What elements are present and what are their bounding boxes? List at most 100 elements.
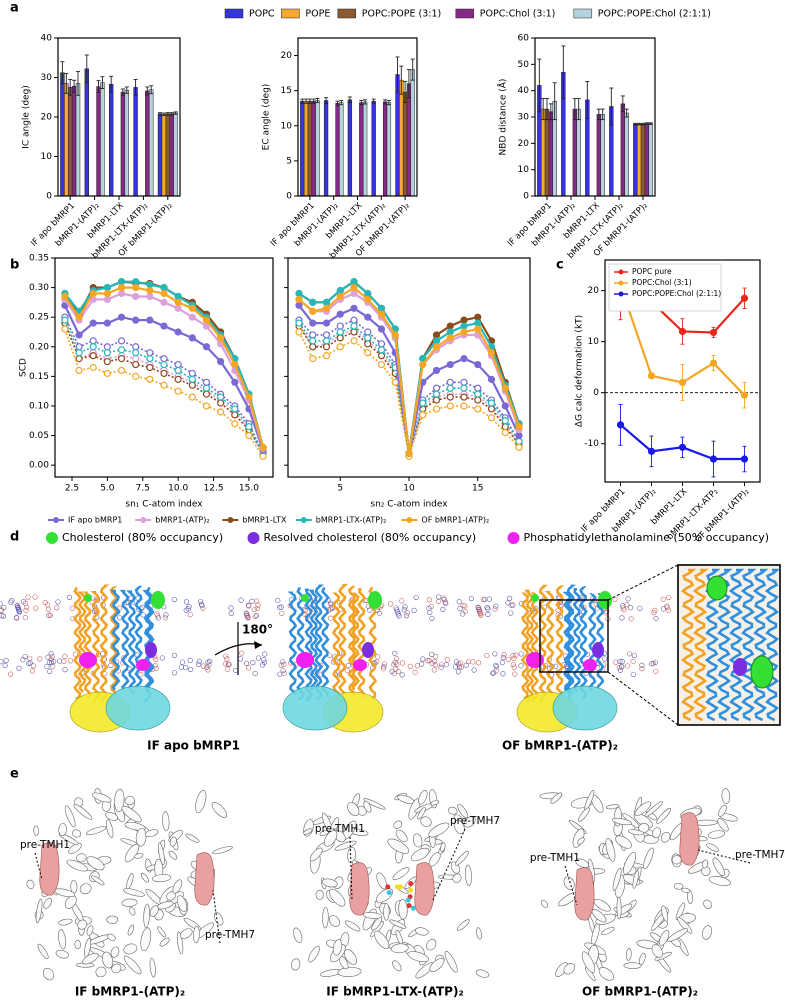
lipid-head: [224, 656, 230, 662]
lipid-head: [67, 658, 74, 664]
ribbon: [212, 846, 233, 855]
ribbon: [111, 963, 122, 974]
lipid-head: [233, 667, 239, 673]
point: [259, 443, 267, 452]
ribbon: [179, 928, 193, 939]
point: [474, 384, 482, 392]
ribbon: [211, 801, 228, 818]
lipid-head: [627, 605, 634, 611]
lipid-head: [403, 613, 410, 619]
ribbon: [363, 798, 386, 810]
ribbon: [383, 903, 390, 921]
ribbon: [332, 939, 343, 956]
plot-frame: [604, 259, 761, 483]
ligand: [385, 884, 391, 890]
ribbon: [652, 827, 662, 839]
lipid-head: [395, 668, 401, 675]
lipid-head: [630, 671, 636, 678]
point: [391, 331, 399, 339]
point: [474, 319, 482, 327]
helix: [109, 586, 119, 703]
lipid-head: [205, 659, 211, 665]
ribbon: [612, 817, 632, 826]
point: [117, 313, 126, 321]
ribbon: [376, 872, 387, 890]
lipid-head: [501, 652, 507, 658]
y-tick-label: 0.05: [29, 431, 49, 441]
ribbon: [426, 938, 437, 951]
y-tick-label: 20: [518, 139, 530, 149]
lipid-head: [162, 615, 168, 621]
bar: [640, 123, 646, 197]
lipid-head: [44, 663, 50, 670]
ligand: [405, 897, 411, 903]
legend-marker: [618, 291, 624, 297]
ribbon: [453, 814, 463, 822]
point: [259, 452, 267, 460]
legend-label: POPC: [249, 9, 275, 20]
point: [391, 378, 399, 386]
point: [202, 378, 211, 386]
y-tick-label: 0.35: [29, 254, 49, 264]
y-axis-label: EC angle (deg): [262, 84, 272, 151]
plot-frame: [54, 257, 274, 478]
ribbon: [371, 917, 382, 931]
lipid-head: [205, 667, 211, 673]
helix: [73, 587, 82, 701]
y-tick-label: 30: [41, 73, 53, 83]
ribbon: [128, 907, 136, 916]
ribbon: [66, 859, 88, 872]
point: [740, 391, 749, 399]
lipid-head: [153, 656, 159, 662]
ribbon: [440, 842, 446, 852]
bar: [67, 87, 73, 197]
lipid-head: [510, 662, 516, 668]
lipid-head: [196, 661, 202, 667]
point: [350, 328, 358, 336]
point: [501, 402, 509, 410]
lipid-head: [345, 662, 351, 669]
point: [103, 289, 111, 298]
annotation: pre-TMH1: [20, 839, 70, 851]
point: [377, 310, 386, 318]
lipid-head: [462, 608, 468, 615]
point: [309, 337, 317, 345]
point: [174, 360, 182, 369]
lipid-head: [484, 604, 490, 611]
ribbon: [444, 950, 458, 973]
structure-caption: OF bMRP1-(ATP)₂: [582, 985, 698, 999]
helix: [524, 589, 535, 703]
lipid-head: [652, 607, 658, 613]
lipid-head: [33, 605, 39, 611]
point: [432, 366, 441, 375]
pe-lipid: [136, 659, 150, 671]
point: [231, 420, 239, 428]
lipid-head: [374, 659, 380, 665]
ribbon: [577, 837, 585, 845]
lipid-head: [250, 660, 256, 666]
cholesterol: [84, 594, 92, 602]
ribbon: [105, 812, 119, 821]
lipid-head: [431, 667, 437, 673]
lipid-head: [226, 662, 232, 668]
resolved-cholesterol: [592, 642, 604, 658]
lipid-head: [510, 602, 516, 608]
helix: [764, 568, 781, 722]
lipid-head: [55, 599, 61, 605]
lipid-head: [518, 663, 524, 669]
bar: [303, 100, 309, 197]
bar: [335, 103, 340, 197]
helix: [119, 589, 130, 691]
point: [322, 304, 331, 312]
pe-lipid: [353, 659, 367, 671]
point: [501, 384, 509, 392]
point: [160, 283, 168, 292]
bar: [359, 102, 364, 197]
ribbon: [430, 800, 440, 806]
point: [432, 405, 441, 413]
annotation: pre-TMH1: [530, 852, 580, 864]
ribbon: [476, 927, 482, 940]
ribbon: [213, 912, 224, 926]
ligand: [394, 884, 400, 890]
ribbon: [677, 917, 693, 934]
